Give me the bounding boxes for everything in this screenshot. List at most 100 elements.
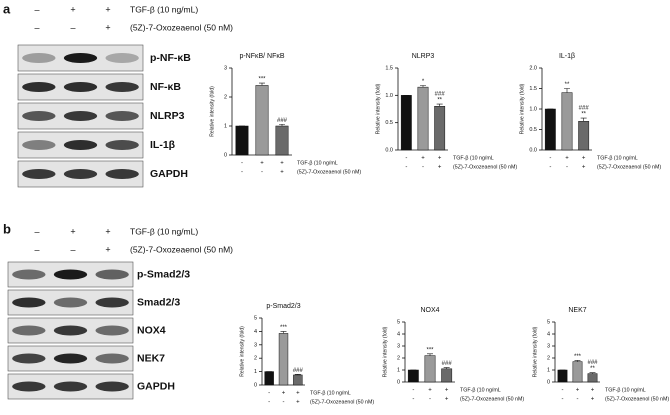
blot-band	[53, 381, 88, 392]
y-tick-label: 3	[547, 343, 550, 349]
y-tick-label: 1	[224, 123, 227, 129]
blot-band	[22, 169, 56, 179]
bar	[424, 355, 436, 383]
y-tick-label: 5	[547, 319, 550, 325]
condition-sign: -	[562, 388, 564, 394]
condition-sign: –	[70, 22, 75, 32]
condition-sign: +	[576, 388, 580, 394]
blot-band	[53, 325, 88, 336]
condition-sign: +	[582, 156, 586, 162]
significance-label: ###	[293, 368, 304, 374]
chart-title: IL-1β	[559, 53, 575, 60]
y-tick-label: 3	[254, 342, 257, 348]
condition-sign: -	[412, 397, 414, 403]
bar	[264, 371, 274, 386]
chart-title: p-Smad2/3	[266, 303, 300, 310]
condition-label: TGF-β (10 ng/mL	[310, 390, 351, 396]
condition-sign: +	[591, 388, 595, 394]
y-tick-label: 2	[397, 355, 400, 361]
condition-label: (5Z)-7-Oxozeaenol (50 nM)	[130, 244, 233, 254]
condition-sign: +	[438, 165, 442, 171]
bar	[587, 373, 598, 383]
y-tick-label: 0.5	[529, 127, 537, 133]
blot-band	[95, 269, 129, 280]
blot-band	[12, 325, 46, 336]
y-tick-label: 5	[397, 319, 400, 325]
condition-sign: +	[438, 156, 442, 162]
blot-band	[12, 297, 46, 308]
bar	[557, 369, 568, 383]
y-tick-label: 0	[224, 152, 227, 158]
error-bar	[574, 360, 581, 362]
condition-sign: -	[566, 165, 568, 171]
blot-band	[53, 269, 88, 280]
condition-label: TGF-β (10 ng/mL)	[130, 226, 198, 236]
significance-label: **	[581, 112, 586, 118]
band-label: GAPDH	[150, 168, 188, 180]
significance-label: ###	[435, 92, 446, 98]
band-label: p-Smad2/3	[137, 268, 190, 280]
y-tick-label: 2.0	[529, 65, 537, 71]
condition-sign: -	[283, 400, 285, 406]
bar	[400, 95, 412, 151]
blot-band	[63, 82, 98, 92]
y-tick-label: 2	[547, 355, 550, 361]
condition-sign: +	[445, 388, 449, 394]
error-bar	[589, 372, 596, 374]
condition-label: TGF-β (10 ng/mL	[597, 155, 638, 161]
significance-label: **	[590, 366, 595, 372]
error-bar	[294, 373, 301, 375]
band-label: NLRP3	[150, 110, 185, 122]
bar	[578, 121, 590, 151]
condition-label: (5Z)-7-Oxozeaenol (50 nM)	[310, 399, 374, 405]
bar	[434, 106, 446, 151]
significance-label: ***	[574, 354, 582, 360]
condition-sign: +	[70, 226, 75, 236]
condition-sign: -	[562, 397, 564, 403]
condition-sign: +	[565, 156, 569, 162]
condition-sign: -	[241, 161, 243, 167]
condition-sign: +	[105, 4, 110, 14]
significance-label: ***	[258, 77, 266, 83]
condition-sign: -	[422, 165, 424, 171]
blot-band	[12, 269, 46, 280]
chart-title: NLRP3	[412, 53, 435, 60]
error-bar	[580, 117, 587, 122]
blot-band	[12, 381, 46, 392]
condition-sign: -	[268, 391, 270, 397]
y-axis-label: Relative intensity (fold)	[532, 326, 538, 377]
y-axis-label: Relative intensity (fold)	[519, 83, 525, 134]
y-tick-label: 0	[254, 382, 257, 388]
band-label: NEK7	[137, 352, 165, 364]
y-tick-label: 4	[547, 331, 550, 337]
condition-sign: -	[241, 170, 243, 176]
condition-label: TGF-β (10 ng/mL	[460, 387, 501, 393]
band-label: p-NF-κB	[150, 52, 191, 64]
significance-label: ***	[280, 325, 288, 331]
condition-sign: -	[549, 165, 551, 171]
condition-sign: -	[549, 156, 551, 162]
y-tick-label: 0.0	[529, 147, 537, 153]
blot-band	[95, 297, 129, 308]
blot-band	[22, 140, 56, 150]
bar	[293, 374, 303, 386]
error-bar	[436, 103, 443, 107]
blot-band	[63, 53, 98, 63]
condition-sign: +	[296, 400, 300, 406]
error-bar	[280, 331, 287, 334]
blot-band	[95, 353, 129, 364]
y-tick-label: 1	[254, 369, 257, 375]
y-tick-label: 0.0	[385, 147, 393, 153]
condition-label: (5Z)-7-Oxozeaenol (50 nM)	[130, 22, 233, 32]
condition-sign: +	[105, 226, 110, 236]
bar	[561, 92, 573, 151]
panel-label: a	[3, 1, 11, 16]
chart-title: NEK7	[568, 307, 586, 314]
y-tick-label: 1.5	[385, 65, 393, 71]
blot-band	[63, 140, 98, 150]
chart-title: p-NFκB/ NFκB	[239, 53, 284, 60]
condition-sign: +	[591, 397, 595, 403]
condition-sign: -	[268, 400, 270, 406]
condition-sign: -	[577, 397, 579, 403]
condition-sign: –	[34, 4, 39, 14]
